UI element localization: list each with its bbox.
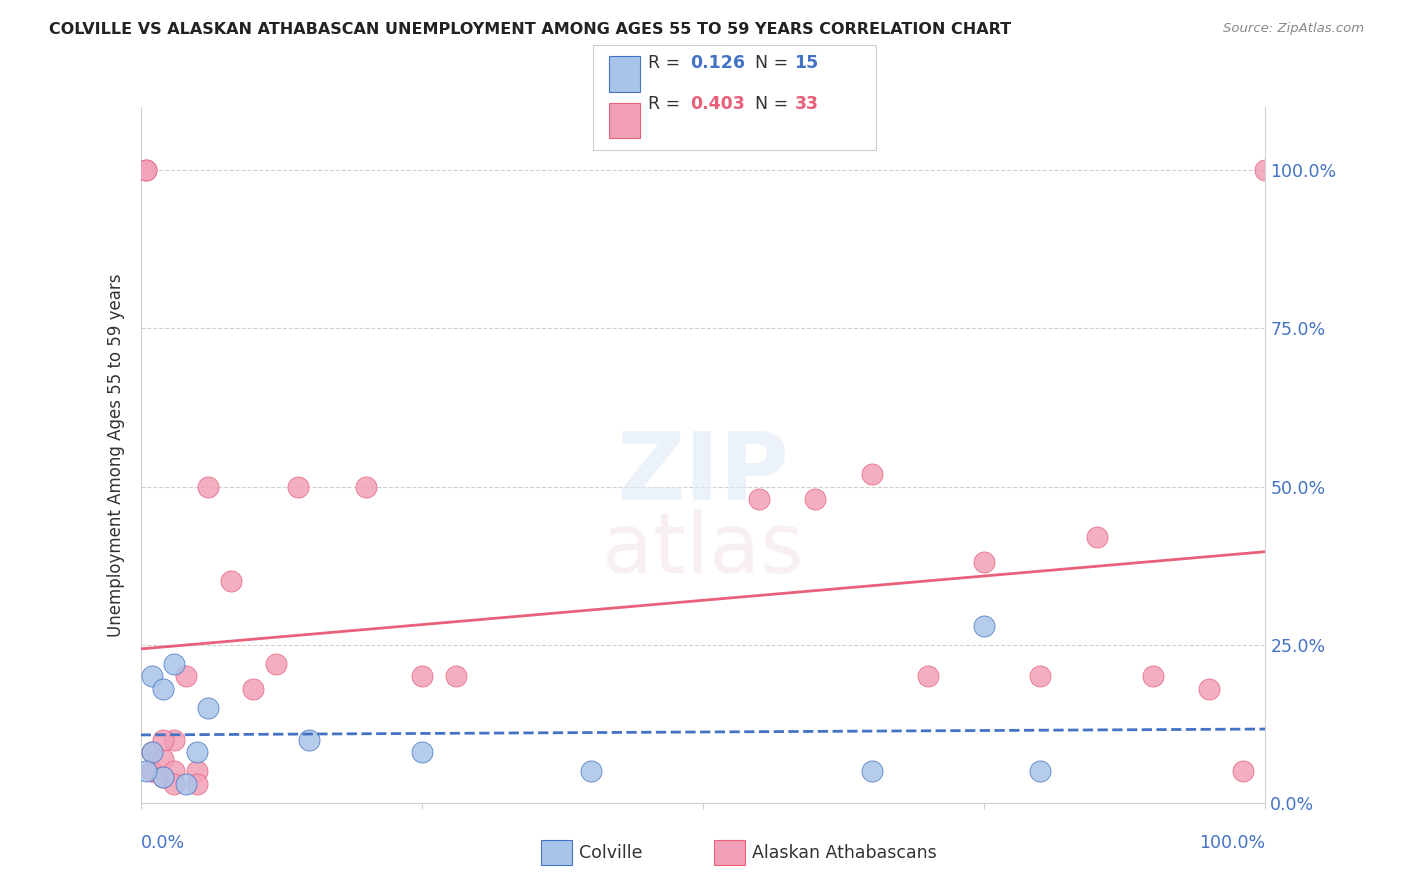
Point [141,669,163,683]
Point [860,467,883,481]
Point [141,745,163,759]
Point [354,479,377,493]
Point [411,745,433,759]
Point [163,732,186,747]
Point [973,556,995,570]
Point [287,479,309,493]
Point [804,492,827,507]
Point [163,777,186,791]
Point [860,764,883,779]
Text: 33: 33 [794,95,818,113]
Point [135,764,157,779]
Point [186,764,208,779]
Text: COLVILLE VS ALASKAN ATHABASCAN UNEMPLOYMENT AMONG AGES 55 TO 59 YEARS CORRELATIO: COLVILLE VS ALASKAN ATHABASCAN UNEMPLOYM… [49,22,1011,37]
Text: atlas: atlas [602,509,804,591]
Point [444,669,467,683]
Text: 15: 15 [794,54,818,72]
Text: N =: N = [744,95,793,113]
Point [411,669,433,683]
Point [1142,669,1164,683]
Text: Source: ZipAtlas.com: Source: ZipAtlas.com [1223,22,1364,36]
Point [186,777,208,791]
Point [152,751,174,765]
Point [152,771,174,785]
Point [1254,163,1277,178]
Point [1232,764,1254,779]
Point [1029,669,1052,683]
Text: Alaskan Athabascans: Alaskan Athabascans [752,844,936,862]
Point [141,764,163,779]
Point [174,669,197,683]
Text: Colville: Colville [579,844,643,862]
Text: 0.403: 0.403 [690,95,745,113]
Text: R =: R = [648,54,686,72]
Point [197,701,219,715]
Point [135,163,157,178]
Point [219,574,242,589]
Point [141,745,163,759]
Point [748,492,770,507]
Point [152,771,174,785]
Point [152,681,174,696]
Point [917,669,939,683]
Point [242,681,264,696]
Text: 0.0%: 0.0% [141,834,184,852]
Point [1198,681,1220,696]
Point [579,764,602,779]
Text: R =: R = [648,95,686,113]
Point [197,479,219,493]
Point [163,764,186,779]
Text: 0.126: 0.126 [690,54,745,72]
Point [186,745,208,759]
Point [1029,764,1052,779]
Point [135,163,157,178]
Text: N =: N = [744,54,793,72]
Text: ZIP: ZIP [617,428,789,520]
Point [163,657,186,671]
Y-axis label: Unemployment Among Ages 55 to 59 years: Unemployment Among Ages 55 to 59 years [107,273,125,637]
Point [973,618,995,632]
Point [174,777,197,791]
Point [141,764,163,779]
Point [298,732,321,747]
Text: 100.0%: 100.0% [1199,834,1265,852]
Point [152,732,174,747]
Point [1085,530,1108,544]
Point [264,657,287,671]
